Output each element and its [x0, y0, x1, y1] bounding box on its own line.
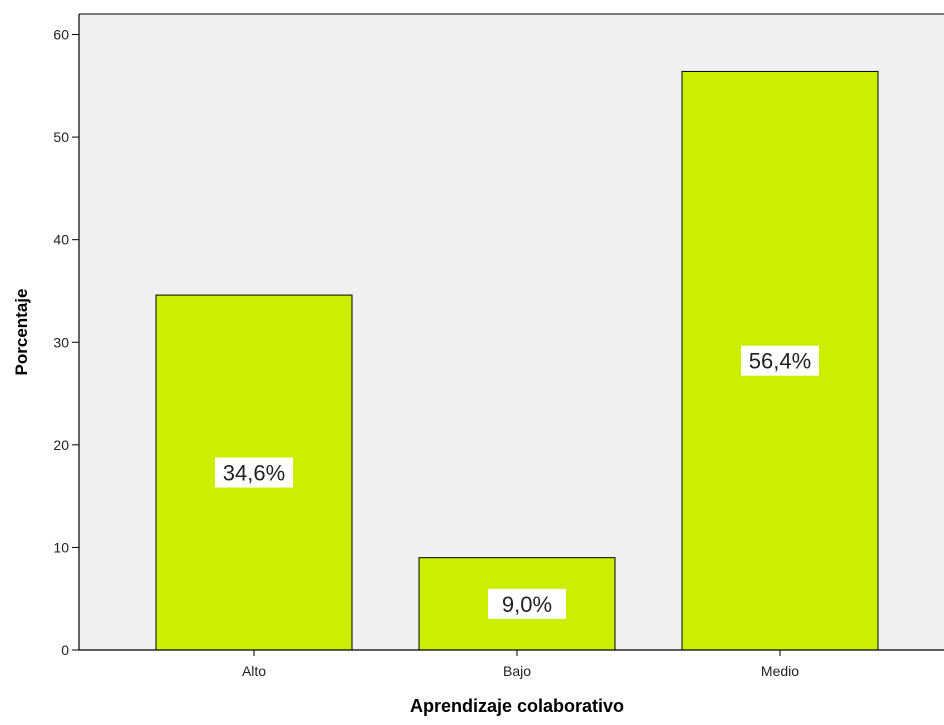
- x-ticks-layer: Alto Bajo Medio: [242, 650, 799, 679]
- data-label-medio: 56,4%: [741, 345, 819, 376]
- y-axis-title: Porcentaje: [12, 289, 31, 376]
- data-label-bajo: 9,0%: [488, 588, 566, 619]
- y-ticks-layer: 0 10 20 30 40 50 60: [53, 27, 79, 658]
- x-tick-label-medio: Medio: [761, 663, 799, 679]
- x-tick-label-bajo: Bajo: [503, 663, 531, 679]
- data-label-box: [215, 457, 293, 488]
- x-tick-label-alto: Alto: [242, 663, 266, 679]
- y-tick-label: 60: [53, 27, 69, 43]
- data-label-alto: 34,6%: [215, 457, 293, 488]
- data-labels-layer: 34,6% 9,0% 56,4%: [215, 345, 819, 619]
- x-axis-title: Aprendizaje colaborativo: [410, 696, 624, 716]
- data-label-text: 9,0%: [502, 592, 552, 617]
- y-tick-label: 20: [53, 437, 69, 453]
- y-tick-label: 30: [53, 334, 69, 350]
- data-label-box: [488, 588, 566, 619]
- y-tick-label: 0: [61, 642, 69, 658]
- data-label-text: 56,4%: [749, 349, 811, 374]
- data-label-box: [741, 345, 819, 376]
- y-tick-label: 50: [53, 129, 69, 145]
- data-label-text: 34,6%: [223, 461, 285, 486]
- y-tick-label: 40: [53, 232, 69, 248]
- y-tick-label: 10: [53, 539, 69, 555]
